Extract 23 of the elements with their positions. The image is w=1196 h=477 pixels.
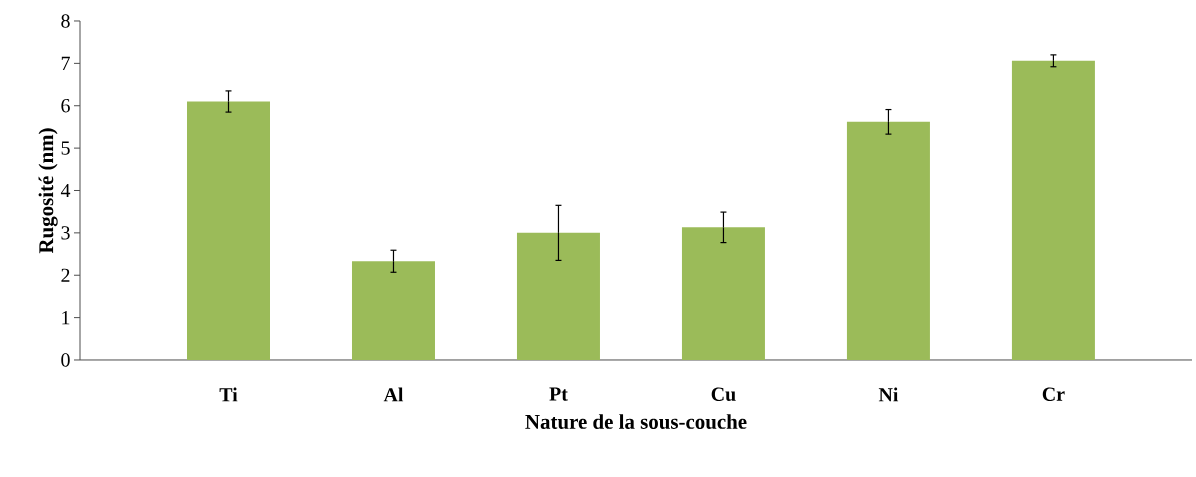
y-tick-label: 8 [61, 14, 70, 28]
y-tick-label: 7 [61, 56, 70, 70]
x-tick-label: Pt [549, 387, 568, 401]
bar [516, 232, 600, 360]
x-tick-label: Al [383, 387, 404, 402]
y-tick-label: 5 [61, 141, 70, 155]
y-axis-title: Rugosité (nm) [38, 128, 58, 254]
x-tick-label: Cu [711, 387, 736, 401]
y-tick-label: 6 [61, 99, 70, 113]
bar [351, 261, 435, 360]
x-tick-label: Ni [878, 387, 899, 402]
x-tick-label: Ti [219, 387, 238, 402]
bar [846, 121, 930, 360]
y-tick-label: 2 [61, 268, 70, 282]
y-tick-label: 1 [62, 311, 70, 325]
bar [187, 101, 270, 360]
x-tick-label: Cr [1042, 387, 1065, 401]
bar [1011, 60, 1095, 360]
y-tick-label: 4 [60, 183, 71, 198]
y-tick-label: 3 [61, 226, 70, 240]
bar [681, 227, 765, 360]
x-axis-title: Nature de la sous-couche [525, 414, 747, 429]
y-tick-label: 0 [61, 353, 70, 367]
